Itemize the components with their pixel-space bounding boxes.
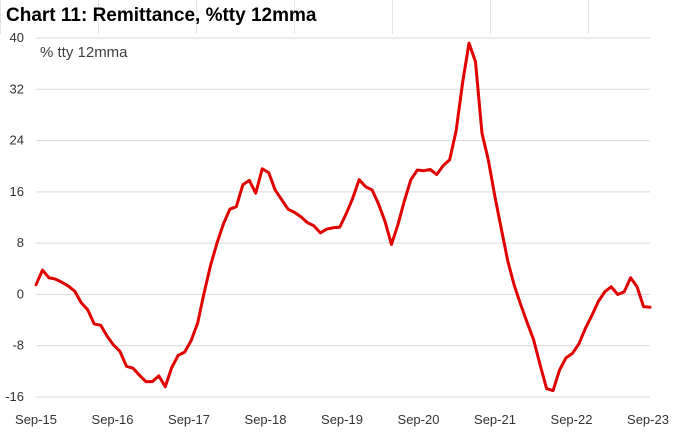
gridlines [36, 37, 650, 398]
y-tick-label: -8 [12, 338, 24, 353]
x-tick-label: Sep-18 [245, 412, 287, 427]
top-gridline-band [0, 0, 680, 34]
x-tick-label: Sep-23 [627, 412, 669, 427]
y-tick-label: 32 [10, 81, 24, 96]
x-axis: Sep-15 Sep-16 Sep-17 Sep-18 Sep-19 Sep-20 Sep-… [15, 412, 669, 427]
y-axis: 40 32 24 16 8 0 -8 -16 [5, 30, 24, 404]
x-tick-label: Sep-17 [168, 412, 210, 427]
y-tick-label: 8 [17, 235, 24, 250]
x-tick-label: Sep-22 [551, 412, 593, 427]
x-tick-label: Sep-19 [321, 412, 363, 427]
y-tick-label: 0 [17, 286, 24, 301]
y-tick-label: 24 [10, 133, 24, 148]
x-tick-label: Sep-15 [15, 412, 57, 427]
cell-divider [392, 0, 393, 34]
cell-divider [294, 0, 295, 34]
x-tick-label: Sep-20 [398, 412, 440, 427]
y-tick-label: 16 [10, 184, 24, 199]
cell-divider [98, 0, 99, 34]
cell-divider [0, 0, 1, 34]
x-tick-label: Sep-16 [92, 412, 134, 427]
cell-divider [196, 0, 197, 34]
series-group [34, 41, 652, 393]
y-tick-label: -16 [5, 389, 24, 404]
x-tick-label: Sep-21 [474, 412, 516, 427]
cell-divider [588, 0, 589, 34]
chart-annotation: % tty 12mma [40, 44, 128, 61]
y-tick-label: 40 [10, 30, 24, 45]
cell-divider [490, 0, 491, 34]
series-line [34, 41, 652, 393]
chart-title: Chart 11: Remittance, %tty 12mma [6, 5, 317, 26]
